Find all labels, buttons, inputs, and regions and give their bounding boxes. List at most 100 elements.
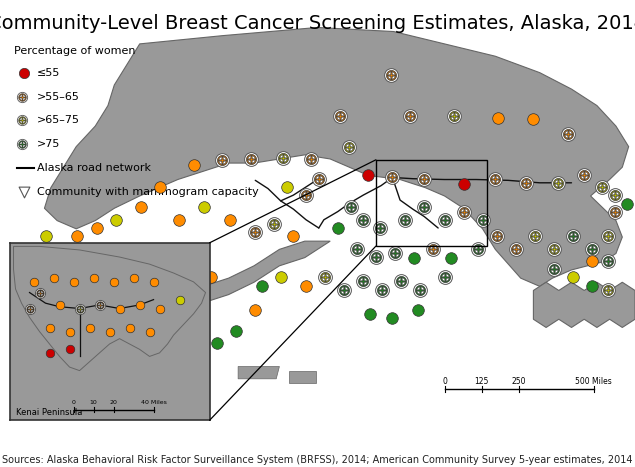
Text: 0: 0	[72, 400, 76, 405]
Point	[622, 200, 632, 208]
Point	[117, 257, 127, 265]
Point	[511, 245, 521, 252]
Point	[568, 233, 578, 240]
Point	[400, 216, 410, 224]
Point	[149, 278, 159, 286]
Point	[175, 296, 185, 304]
Point	[269, 220, 279, 227]
Point	[439, 216, 450, 224]
Point	[385, 71, 396, 78]
Text: >65–75: >65–75	[37, 115, 80, 125]
Point	[344, 143, 354, 150]
Point	[95, 301, 105, 309]
Point	[217, 156, 227, 163]
Point	[55, 301, 65, 309]
Point	[47, 257, 57, 265]
Point	[568, 274, 578, 281]
Point	[587, 257, 597, 265]
Point	[320, 274, 330, 281]
Text: 10: 10	[90, 400, 97, 405]
Point	[478, 216, 488, 224]
Bar	[376, 160, 487, 246]
Polygon shape	[38, 241, 330, 332]
Polygon shape	[111, 354, 133, 362]
Point	[72, 233, 83, 240]
Point	[65, 328, 75, 335]
Point	[363, 171, 373, 178]
Text: 250: 250	[512, 377, 526, 386]
Point	[339, 286, 349, 293]
Point	[88, 275, 98, 282]
Point	[41, 233, 51, 240]
Point	[458, 208, 469, 215]
Point	[44, 349, 55, 357]
Point	[530, 233, 540, 240]
Point	[610, 191, 620, 199]
Text: Community-Level Breast Cancer Screening Estimates, Alaska, 2014: Community-Level Breast Cancer Screening …	[0, 14, 635, 33]
Point	[339, 286, 349, 293]
Point	[371, 253, 381, 261]
Text: 40 Miles: 40 Miles	[140, 400, 166, 405]
Point	[17, 117, 27, 124]
Point	[419, 204, 429, 211]
Point	[344, 143, 354, 150]
Point	[610, 209, 620, 216]
Point	[387, 174, 398, 181]
Point	[352, 245, 362, 252]
Point	[597, 183, 607, 191]
Point	[549, 265, 559, 273]
Point	[491, 233, 502, 240]
Point	[217, 156, 227, 163]
Point	[549, 245, 559, 252]
Point	[387, 315, 398, 322]
Text: >55–65: >55–65	[37, 92, 80, 101]
Point	[345, 204, 356, 211]
Point	[154, 305, 164, 312]
Point	[377, 286, 387, 293]
Point	[74, 305, 84, 312]
Point	[493, 114, 504, 121]
Point	[199, 204, 210, 211]
Point	[404, 112, 415, 120]
Point	[472, 245, 483, 252]
Point	[603, 233, 613, 240]
Point	[428, 245, 438, 252]
Point	[257, 282, 267, 289]
Point	[276, 274, 286, 281]
Point	[478, 216, 488, 224]
Point	[335, 112, 345, 120]
Point	[377, 286, 387, 293]
Point	[530, 233, 540, 240]
Text: 20: 20	[110, 400, 117, 405]
Point	[135, 301, 145, 309]
Point	[563, 131, 573, 138]
Polygon shape	[13, 247, 206, 371]
Point	[345, 204, 356, 211]
Point	[17, 141, 27, 148]
Point	[29, 278, 39, 286]
Point	[439, 274, 450, 281]
Point	[491, 233, 502, 240]
Point	[419, 204, 429, 211]
Point	[231, 327, 241, 334]
Point	[17, 141, 27, 148]
Point	[19, 69, 29, 77]
Point	[404, 112, 415, 120]
Point	[144, 328, 155, 335]
Text: ≤55: ≤55	[37, 68, 60, 78]
Point	[301, 191, 311, 199]
Text: 125: 125	[474, 377, 489, 386]
Point	[320, 274, 330, 281]
Point	[472, 245, 483, 252]
Point	[587, 245, 597, 252]
Point	[48, 275, 58, 282]
Point	[206, 274, 216, 281]
Point	[246, 155, 256, 163]
Point	[187, 265, 197, 273]
Point	[124, 324, 135, 332]
Point	[549, 265, 559, 273]
Point	[579, 171, 589, 178]
Point	[34, 289, 44, 296]
Point	[409, 254, 419, 262]
Polygon shape	[44, 28, 629, 286]
